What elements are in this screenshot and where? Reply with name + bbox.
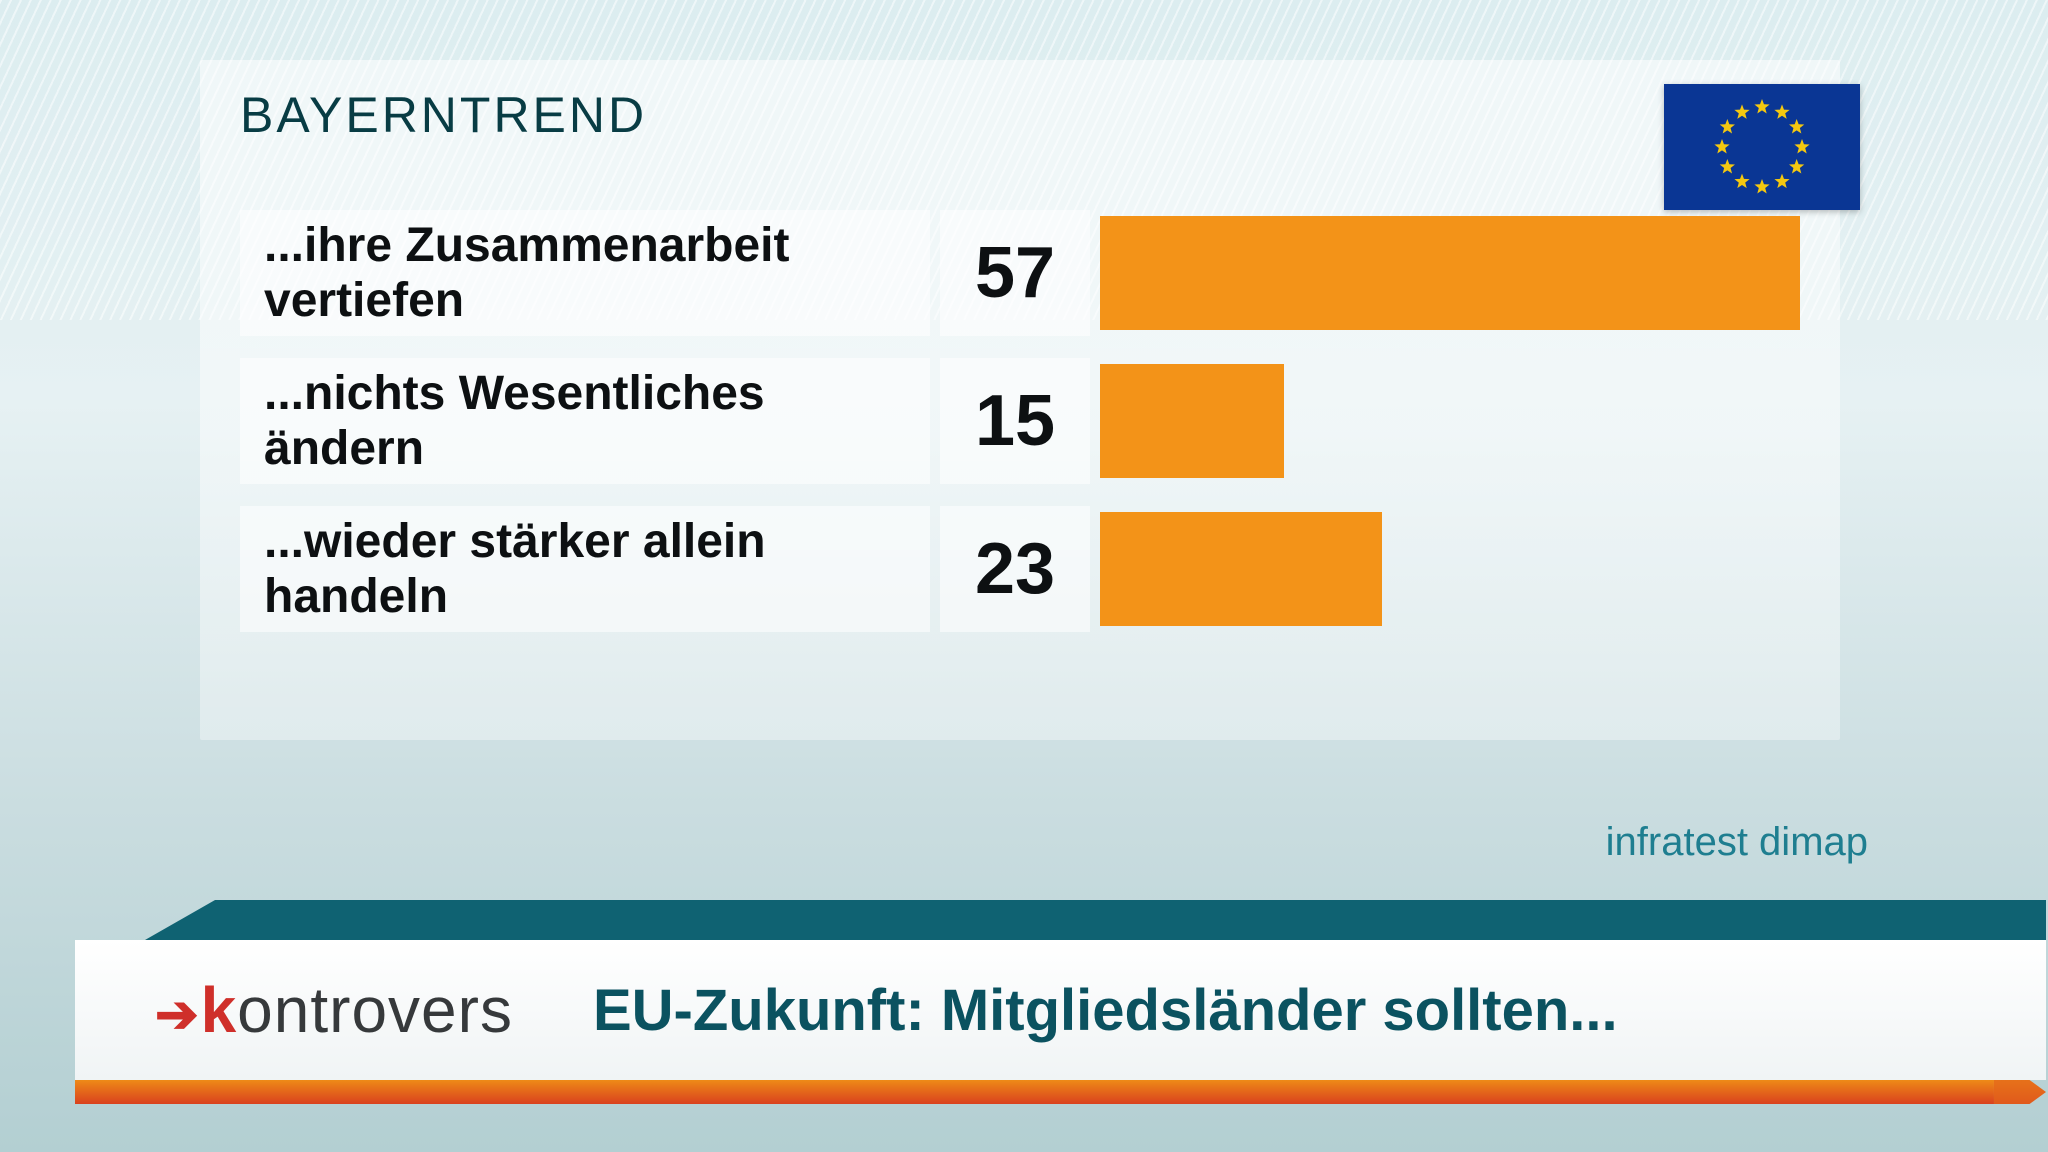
arrow-right-icon: ➔ (155, 985, 199, 1045)
chart-title: BAYERNTREND (240, 86, 647, 144)
eu-flag-icon (1664, 84, 1860, 210)
show-name: kontrovers (201, 973, 513, 1047)
chart-row: ...wieder stärker allein handeln23 (240, 506, 1800, 632)
row-value: 23 (940, 506, 1090, 632)
lower-third-teal-band (145, 900, 2046, 940)
row-value: 57 (940, 210, 1090, 336)
source-attribution: infratest dimap (1606, 820, 1868, 865)
row-bar-cell (1100, 358, 1800, 484)
chart-row: ...nichts Wesentliches ändern15 (240, 358, 1800, 484)
row-bar-cell (1100, 210, 1800, 336)
lower-third-band: ➔ kontrovers EU-Zukunft: Mitgliedsländer… (75, 940, 2046, 1080)
chart-rows: ...ihre Zusammenarbeit vertiefen57...nic… (240, 210, 1800, 654)
row-label: ...nichts Wesentliches ändern (240, 358, 930, 484)
row-bar (1100, 512, 1382, 626)
row-bar (1100, 364, 1284, 478)
row-label: ...ihre Zusammenarbeit vertiefen (240, 210, 930, 336)
row-value: 15 (940, 358, 1090, 484)
row-label: ...wieder stärker allein handeln (240, 506, 930, 632)
show-logo: ➔ kontrovers (155, 973, 513, 1047)
lower-third-orange-band (75, 1080, 2046, 1104)
row-bar (1100, 216, 1800, 330)
row-bar-cell (1100, 506, 1800, 632)
chart-panel: BAYERNTREND ...ihre Zusammenarbeit verti… (200, 60, 1840, 740)
chart-row: ...ihre Zusammenarbeit vertiefen57 (240, 210, 1800, 336)
survey-question: EU-Zukunft: Mitgliedsländer sollten... (593, 977, 1618, 1044)
eu-flag-svg (1664, 84, 1860, 210)
